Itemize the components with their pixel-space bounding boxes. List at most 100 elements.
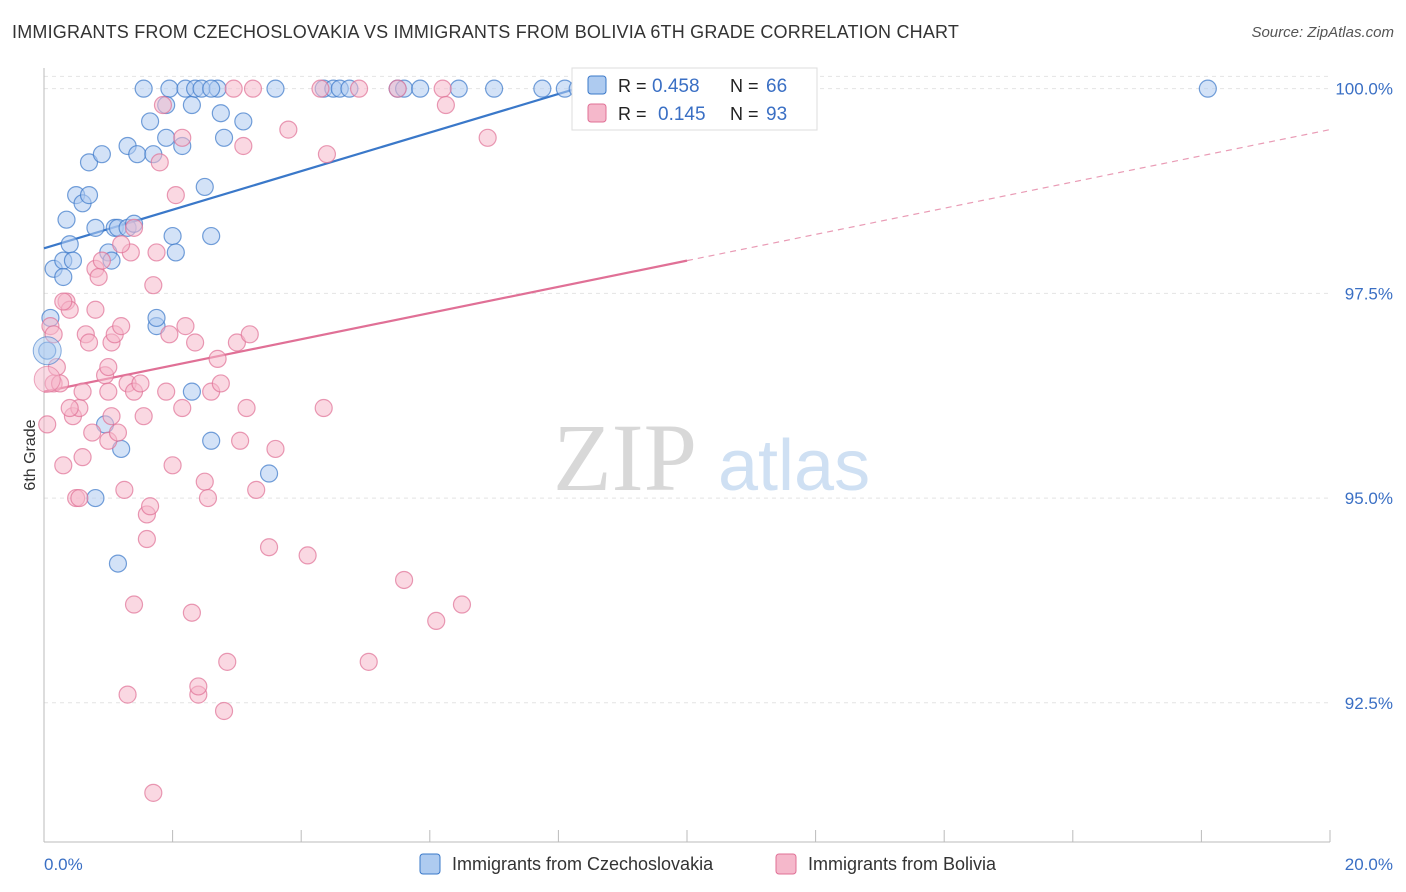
- data-point-bolivia: [433, 79, 452, 98]
- data-point-czechoslovakia: [108, 554, 128, 573]
- grid-lines: [44, 75, 1330, 704]
- stats-n-value-1: 93: [766, 104, 787, 125]
- data-point-bolivia: [79, 333, 99, 352]
- data-point-bolivia: [214, 701, 234, 721]
- data-point-bolivia: [189, 677, 208, 696]
- data-point-bolivia: [211, 374, 230, 393]
- trend-line-bolivia: [43, 259, 688, 393]
- data-point-czechoslovakia: [1198, 79, 1217, 98]
- data-point-czechoslovakia: [86, 218, 105, 237]
- data-point-czechoslovakia: [485, 79, 504, 98]
- data-point-bolivia: [147, 243, 166, 262]
- data-point-bolivia: [237, 398, 256, 418]
- data-point-bolivia: [112, 317, 131, 336]
- data-point-bolivia: [137, 529, 156, 549]
- data-point-bolivia: [388, 79, 407, 98]
- data-point-czechoslovakia: [63, 251, 83, 270]
- data-point-bolivia: [99, 382, 118, 401]
- stats-swatch-pink: [587, 103, 607, 123]
- data-point-czechoslovakia: [234, 112, 253, 131]
- data-point-bolivia: [279, 120, 298, 139]
- data-point-bolivia: [394, 570, 414, 590]
- data-point-czechoslovakia: [79, 186, 99, 205]
- data-point-bolivia: [70, 488, 89, 508]
- data-point-czechoslovakia: [134, 79, 153, 98]
- data-point-czechoslovakia: [533, 79, 552, 98]
- data-point-czechoslovakia: [32, 336, 62, 366]
- data-point-bolivia: [227, 333, 246, 352]
- data-point-bolivia: [124, 218, 144, 237]
- data-point-bolivia: [182, 603, 201, 622]
- data-point-bolivia: [124, 595, 144, 614]
- legend-label-czechoslovakia: Immigrants from Czechoslovakia: [452, 854, 714, 874]
- data-point-bolivia: [157, 382, 176, 401]
- data-point-bolivia: [99, 357, 118, 377]
- data-point-czechoslovakia: [60, 235, 79, 254]
- data-point-bolivia: [144, 276, 163, 295]
- data-point-bolivia: [163, 456, 182, 475]
- data-point-bolivia: [266, 439, 285, 459]
- stats-n-label-1: N =: [730, 104, 759, 124]
- stats-swatch-blue: [587, 75, 607, 95]
- y-tick-label: 97.5%: [1345, 284, 1393, 303]
- data-point-czechoslovakia: [214, 128, 234, 147]
- data-point-bolivia: [73, 382, 92, 401]
- data-point-bolivia: [359, 652, 378, 671]
- legend-swatch-bolivia: [775, 853, 797, 875]
- x-tick-label: 20.0%: [1345, 855, 1393, 874]
- data-point-bolivia: [186, 333, 205, 352]
- data-point-bolivia: [118, 685, 137, 704]
- stats-legend: R = 0.458 N = 66 R = 0.145 N = 93: [571, 67, 818, 131]
- data-point-czechoslovakia: [160, 79, 179, 98]
- y-tick-label: 95.0%: [1345, 489, 1393, 508]
- data-point-czechoslovakia: [157, 128, 176, 147]
- stats-r-label-1: R =: [618, 104, 647, 124]
- data-point-bolivia: [83, 423, 102, 442]
- data-point-czechoslovakia: [57, 210, 76, 229]
- data-point-czechoslovakia: [163, 226, 182, 246]
- source-label: Source: ZipAtlas.com: [1251, 24, 1394, 41]
- data-point-bolivia: [144, 783, 163, 802]
- data-point-czechoslovakia: [128, 145, 147, 164]
- data-point-bolivia: [231, 431, 250, 450]
- series-legend: Immigrants from Czechoslovakia Immigrant…: [419, 853, 997, 875]
- y-tick-label: 92.5%: [1345, 694, 1393, 713]
- data-point-bolivia: [108, 423, 128, 442]
- data-point-czechoslovakia: [92, 145, 111, 164]
- chart-title: IMMIGRANTS FROM CZECHOSLOVAKIA VS IMMIGR…: [12, 22, 960, 42]
- data-point-bolivia: [243, 79, 263, 98]
- data-point-czechoslovakia: [202, 226, 221, 246]
- data-point-bolivia: [478, 128, 497, 147]
- data-point-bolivia: [60, 398, 79, 418]
- data-point-bolivia: [86, 300, 105, 319]
- data-point-bolivia: [102, 407, 121, 426]
- x-tick-label: 0.0%: [44, 855, 83, 874]
- data-point-bolivia: [73, 448, 92, 467]
- data-point-czechoslovakia: [195, 177, 214, 197]
- data-point-czechoslovakia: [86, 488, 105, 508]
- data-point-bolivia: [208, 349, 227, 368]
- data-point-czechoslovakia: [140, 112, 160, 131]
- stats-r-label-0: R =: [618, 76, 647, 96]
- data-point-czechoslovakia: [449, 79, 468, 98]
- data-point-bolivia: [314, 398, 333, 418]
- y-axis-label: 6th Grade: [22, 419, 39, 490]
- data-point-bolivia: [115, 480, 134, 499]
- trend-extension-bolivia: [686, 129, 1331, 262]
- stats-n-label-0: N =: [730, 76, 759, 96]
- axes: 100.0% 97.5% 95.0% 92.5% 0.0% 20.0%: [43, 68, 1393, 874]
- data-point-bolivia: [311, 79, 330, 98]
- data-point-bolivia: [224, 79, 243, 98]
- data-point-bolivia: [134, 407, 153, 426]
- data-point-bolivia: [176, 317, 195, 336]
- data-point-bolivia: [427, 611, 446, 631]
- watermark-zip: ZIP: [553, 404, 697, 511]
- data-point-czechoslovakia: [266, 79, 285, 98]
- data-point-bolivia: [218, 652, 237, 671]
- data-point-czechoslovakia: [147, 308, 166, 328]
- watermark-atlas: atlas: [718, 426, 870, 506]
- data-point-czechoslovakia: [202, 431, 221, 450]
- data-point-czechoslovakia: [259, 464, 279, 483]
- legend-label-bolivia: Immigrants from Bolivia: [808, 854, 997, 874]
- data-point-bolivia: [54, 456, 73, 475]
